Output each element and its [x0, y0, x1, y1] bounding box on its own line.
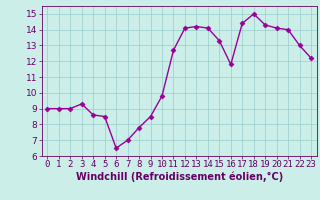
X-axis label: Windchill (Refroidissement éolien,°C): Windchill (Refroidissement éolien,°C) [76, 172, 283, 182]
